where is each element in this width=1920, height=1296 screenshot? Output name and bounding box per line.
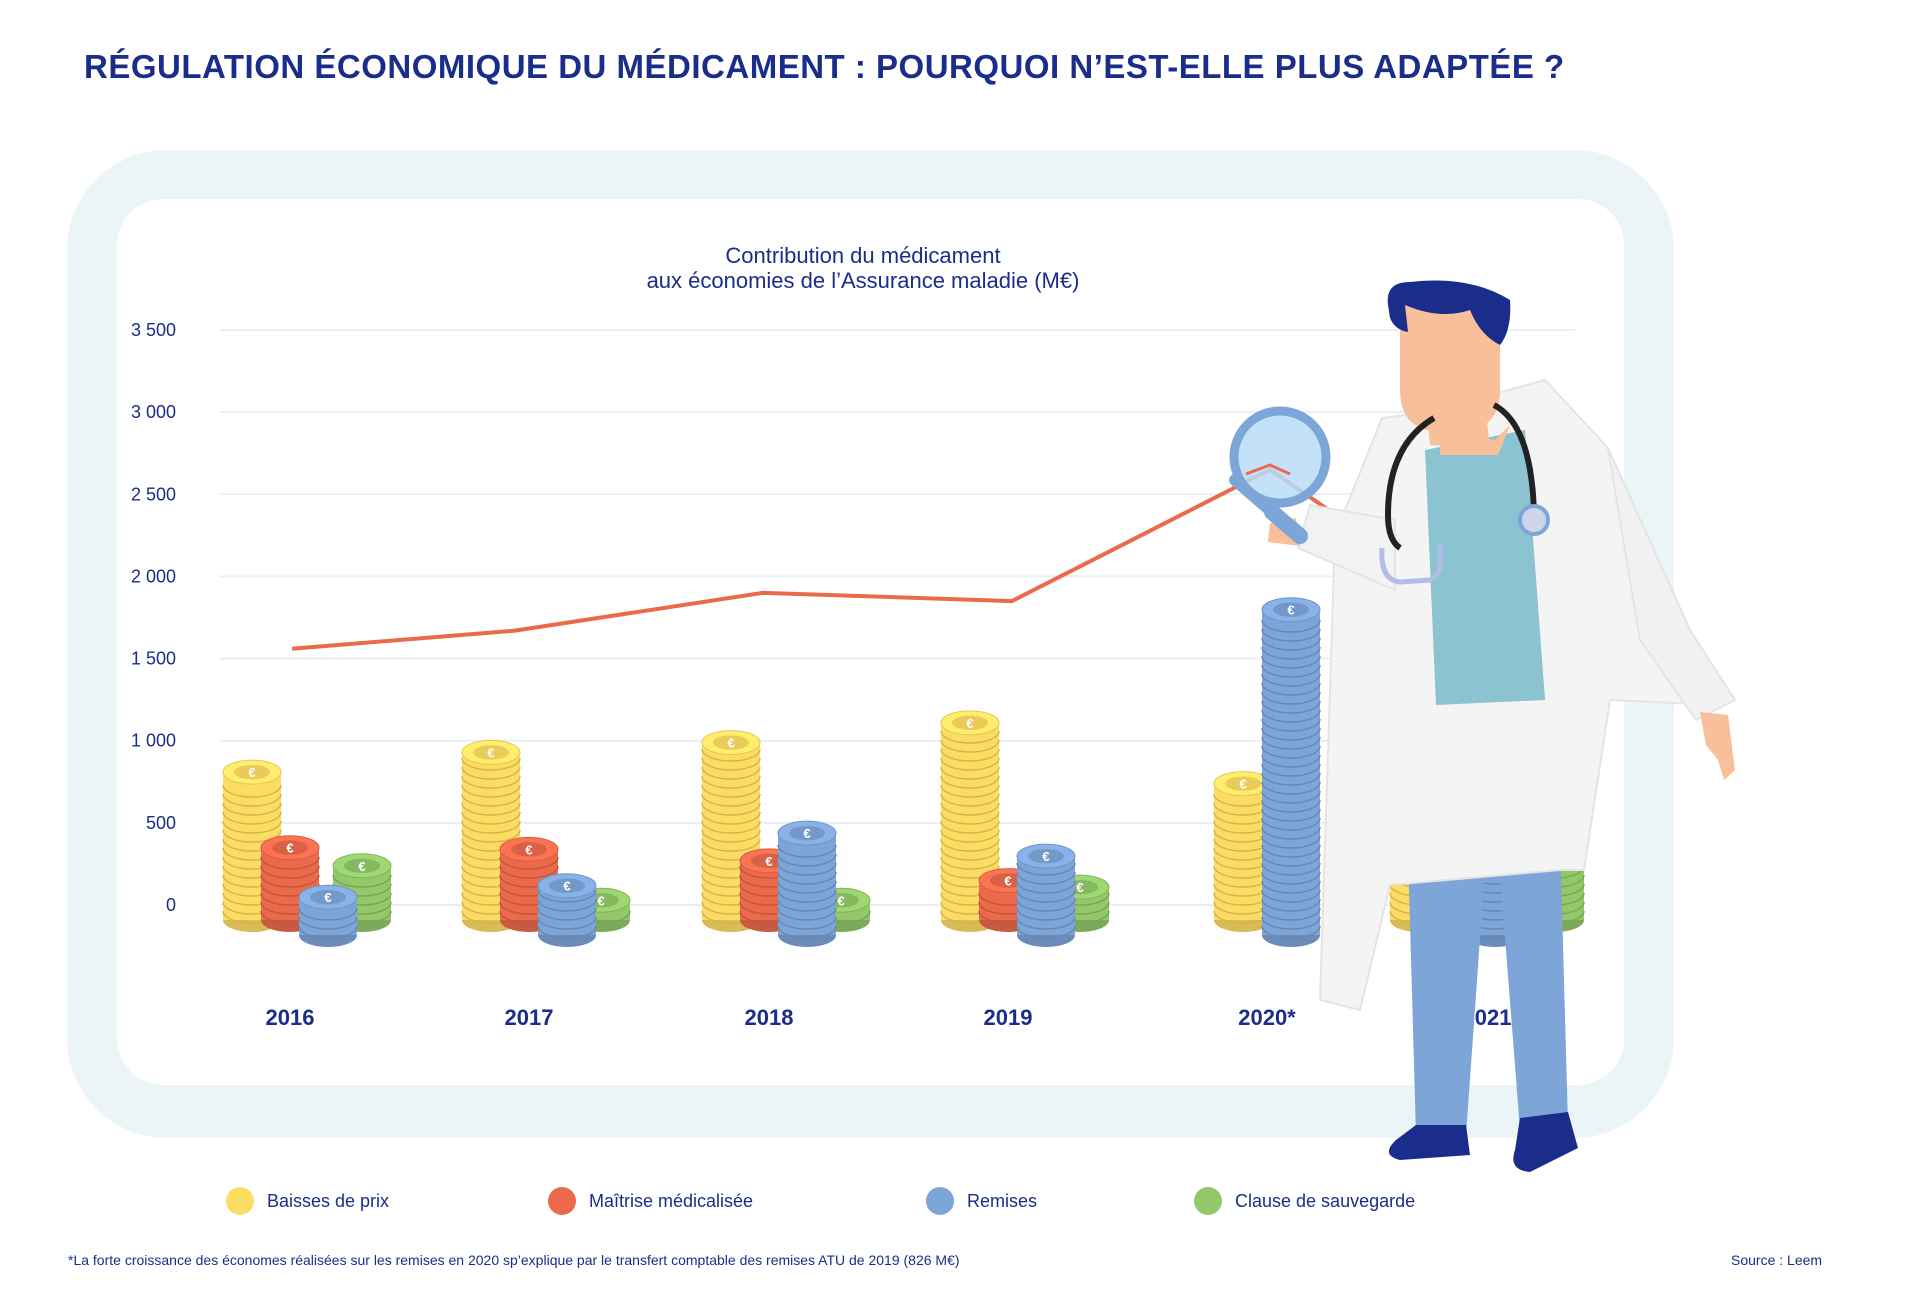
euro-coin-icon: €	[597, 893, 604, 908]
coin-stack-remises-2017: €	[537, 873, 597, 947]
legend-item-clause: Clause de sauvegarde	[1194, 1186, 1415, 1216]
euro-coin-icon: €	[803, 826, 810, 841]
legend-swatch-maitrise	[548, 1187, 576, 1215]
doctor-hand-right	[1700, 712, 1735, 780]
euro-coin-icon: €	[248, 765, 255, 780]
y-tick-label: 1 500	[131, 649, 176, 669]
coin-stack-baisses-2019: €	[940, 710, 1000, 932]
legend-label-remises: Remises	[967, 1190, 1038, 1211]
coin-stack-remises-2018: €	[777, 820, 837, 947]
chart-title-line1: Contribution du médicament	[725, 243, 1000, 268]
euro-coin-icon: €	[324, 890, 331, 905]
coin-stack-baisses-2017: €	[461, 739, 521, 932]
legend-label-baisses: Baisses de prix	[267, 1190, 390, 1211]
chart-title-line2: aux économies de l’Assurance maladie (M€…	[647, 268, 1080, 293]
y-tick-label: 2 500	[131, 484, 176, 504]
magnifier-handle	[1264, 504, 1308, 544]
legend-label-maitrise: Maîtrise médicalisée	[589, 1190, 754, 1211]
coin-stack-maitrise-2016: €	[260, 835, 320, 932]
euro-coin-icon: €	[1287, 603, 1294, 618]
x-tick-label: 2018	[745, 1005, 794, 1030]
euro-coin-icon: €	[1042, 849, 1049, 864]
euro-coin-icon: €	[765, 854, 772, 869]
euro-coin-icon: €	[286, 841, 293, 856]
magnifier-icon	[1229, 406, 1331, 508]
euro-coin-icon: €	[1004, 874, 1011, 889]
y-axis: 0 500 1 000 1 500 2 000 2 500 3 000 3 500	[131, 320, 176, 915]
euro-coin-icon: €	[966, 716, 973, 731]
doctor-shirt	[1425, 430, 1545, 705]
x-tick-label: 2017	[505, 1005, 554, 1030]
coin-stack-remises-2019: €	[1016, 843, 1076, 947]
legend-item-baisses: Baisses de prix	[226, 1186, 389, 1216]
page-title: RÉGULATION ÉCONOMIQUE DU MÉDICAMENT : PO…	[84, 48, 1565, 85]
x-tick-label: 2016	[266, 1005, 315, 1030]
doctor-head	[1400, 285, 1500, 432]
legend-item-maitrise: Maîtrise médicalisée	[548, 1186, 753, 1216]
legend-swatch-remises	[926, 1187, 954, 1215]
source-note: Source : Leem	[1731, 1252, 1823, 1268]
x-tick-label: 2019	[984, 1005, 1033, 1030]
doctor-figure	[1229, 280, 1737, 1172]
x-tick-label: 2020*	[1238, 1005, 1296, 1030]
y-tick-label: 3 500	[131, 320, 176, 340]
y-tick-label: 1 000	[131, 731, 176, 751]
coin-stack-maitrise-2017: €	[499, 836, 559, 932]
coin-stack-remises-2020: €	[1261, 597, 1321, 947]
doctor-hair	[1387, 280, 1511, 345]
y-tick-label: 0	[166, 895, 176, 915]
euro-coin-icon: €	[487, 745, 494, 760]
coin-stack-remises-2016: €	[298, 884, 358, 947]
euro-coin-icon: €	[525, 842, 532, 857]
euro-coin-icon: €	[727, 736, 734, 751]
legend-swatch-clause	[1194, 1187, 1222, 1215]
euro-coin-icon: €	[563, 879, 570, 894]
y-tick-label: 3 000	[131, 402, 176, 422]
shoe-left	[1388, 1125, 1470, 1160]
y-tick-label: 500	[146, 813, 176, 833]
x-axis: 2016 2017 2018 2019 2020* 2021	[266, 1005, 1512, 1030]
euro-coin-icon: €	[358, 859, 365, 874]
legend-swatch-baisses	[226, 1187, 254, 1215]
euro-coin-icon: €	[1076, 880, 1083, 895]
shoe-right	[1513, 1112, 1578, 1172]
footnote: *La forte croissance des économes réalis…	[68, 1252, 960, 1268]
euro-coin-icon: €	[837, 893, 844, 908]
stethoscope-icon	[1384, 415, 1436, 551]
legend-label-clause: Clause de sauvegarde	[1235, 1190, 1416, 1211]
legend-item-remises: Remises	[926, 1186, 1037, 1216]
euro-coin-icon: €	[1239, 777, 1246, 792]
y-tick-label: 2 000	[131, 566, 176, 586]
